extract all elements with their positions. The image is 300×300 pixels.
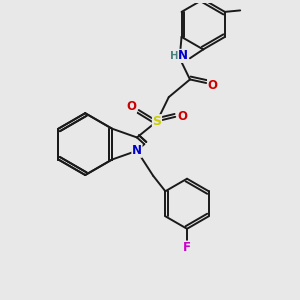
Text: N: N [178, 50, 188, 62]
Text: O: O [126, 100, 136, 113]
Text: S: S [152, 115, 161, 128]
Text: N: N [132, 144, 142, 157]
Text: O: O [178, 110, 188, 123]
Text: H: H [170, 51, 179, 61]
Text: O: O [208, 79, 218, 92]
Text: F: F [183, 241, 191, 254]
